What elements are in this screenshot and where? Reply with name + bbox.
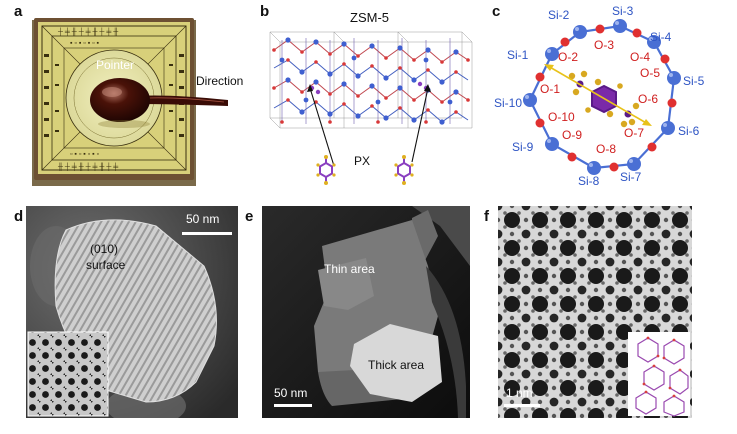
panel-label-d: d bbox=[14, 208, 24, 225]
panel-c-ring-structure: Si-1 Si-2 Si-3 Si-4 Si-5 Si-6 Si-7 Si-8 … bbox=[492, 2, 732, 192]
si-label: Si-4 bbox=[650, 30, 672, 44]
inset-image-d bbox=[27, 331, 109, 417]
direction-label: Direction bbox=[196, 74, 244, 88]
o-label: O-5 bbox=[640, 66, 661, 80]
svg-text:▪ ▫ ▪ ▫ ▪ ▫ ▪: ▪ ▫ ▪ ▫ ▪ ▫ ▪ bbox=[70, 40, 100, 47]
px-molecule-2 bbox=[394, 155, 414, 185]
si-label: Si-3 bbox=[612, 4, 634, 18]
panel-f-hrtem-image: 1 nm bbox=[498, 206, 692, 418]
scale-label-d: 50 nm bbox=[186, 212, 220, 226]
scale-label-e: 50 nm bbox=[274, 386, 308, 400]
si-label: Si-1 bbox=[507, 48, 529, 62]
scale-label-f: 1 nm bbox=[506, 386, 533, 400]
ring-diagram bbox=[523, 19, 681, 175]
si-label: Si-10 bbox=[494, 96, 523, 110]
o-label: O-10 bbox=[548, 110, 575, 124]
thick-area-label: Thick area bbox=[368, 358, 425, 372]
panel-label-e: e bbox=[245, 208, 254, 225]
surface-label-line1: (010) bbox=[90, 242, 119, 256]
svg-text:┼ ╪ ╫ ┼ ╪ ╫ ┼ ╪ ╫: ┼ ╪ ╫ ┼ ╪ ╫ ┼ ╪ ╫ bbox=[57, 27, 118, 37]
pointer-label: Pointer bbox=[96, 58, 135, 72]
si-label: Si-6 bbox=[678, 124, 700, 138]
framework-atoms bbox=[272, 37, 470, 125]
o-label: O-2 bbox=[558, 50, 579, 64]
panel-a-compass-photo: ┼ ╪ ╫ ┼ ╪ ╫ ┼ ╪ ╫ ╫ ┼ ╪ ╫ ┼ ╪ ╫ ┼ ╪ ▪ ▫ … bbox=[28, 14, 258, 192]
o-label: O-3 bbox=[594, 38, 615, 52]
si-label: Si-8 bbox=[578, 174, 600, 188]
compass-illustration: ┼ ╪ ╫ ┼ ╪ ╫ ┼ ╪ ╫ ╫ ┼ ╪ ╫ ┼ ╪ ╫ ┼ ╪ ▪ ▫ … bbox=[32, 18, 228, 186]
svg-text:▫ ▪ ▫ ▪ ▫ ▪ ▫: ▫ ▪ ▫ ▪ ▫ ▪ ▫ bbox=[70, 151, 99, 158]
thin-area-label: Thin area bbox=[324, 262, 375, 276]
o-label: O-4 bbox=[630, 50, 651, 64]
panel-d-tem-image: (010) surface 50 nm bbox=[26, 206, 238, 418]
svg-text:╫ ┼ ╪ ╫ ┼ ╪ ╫ ┼ ╪: ╫ ┼ ╪ ╫ ┼ ╪ ╫ ┼ ╪ bbox=[57, 162, 118, 172]
si-label: Si-9 bbox=[512, 140, 534, 154]
panel-label-f: f bbox=[484, 208, 489, 225]
scale-bar-e bbox=[274, 404, 312, 407]
panel-label-c: c bbox=[492, 3, 501, 20]
si-label: Si-2 bbox=[548, 8, 570, 22]
px-molecule-1 bbox=[316, 155, 336, 185]
surface-label-line2: surface bbox=[86, 258, 126, 272]
scale-bar-f bbox=[504, 404, 540, 407]
o-label: O-6 bbox=[638, 92, 659, 106]
o-label: O-9 bbox=[562, 128, 583, 142]
zsm5-title: ZSM-5 bbox=[350, 10, 389, 25]
o-label: O-8 bbox=[596, 142, 617, 156]
scale-bar-d bbox=[182, 232, 232, 235]
tem-image-d bbox=[26, 206, 238, 418]
px-label: PX bbox=[354, 154, 371, 168]
panel-label-a: a bbox=[14, 3, 23, 20]
o-label: O-7 bbox=[624, 126, 645, 140]
si-label: Si-7 bbox=[620, 170, 642, 184]
tem-image-e bbox=[262, 206, 470, 418]
panel-e-tem-image: Thin area Thick area 50 nm bbox=[262, 206, 470, 418]
lattice-illustration bbox=[269, 31, 473, 185]
si-label: Si-5 bbox=[683, 74, 705, 88]
o-label: O-1 bbox=[540, 82, 561, 96]
panel-label-b: b bbox=[260, 3, 270, 20]
panel-b-zsm5-structure: ZSM-5 PX bbox=[262, 10, 484, 196]
hrtem-image-f bbox=[498, 206, 692, 418]
